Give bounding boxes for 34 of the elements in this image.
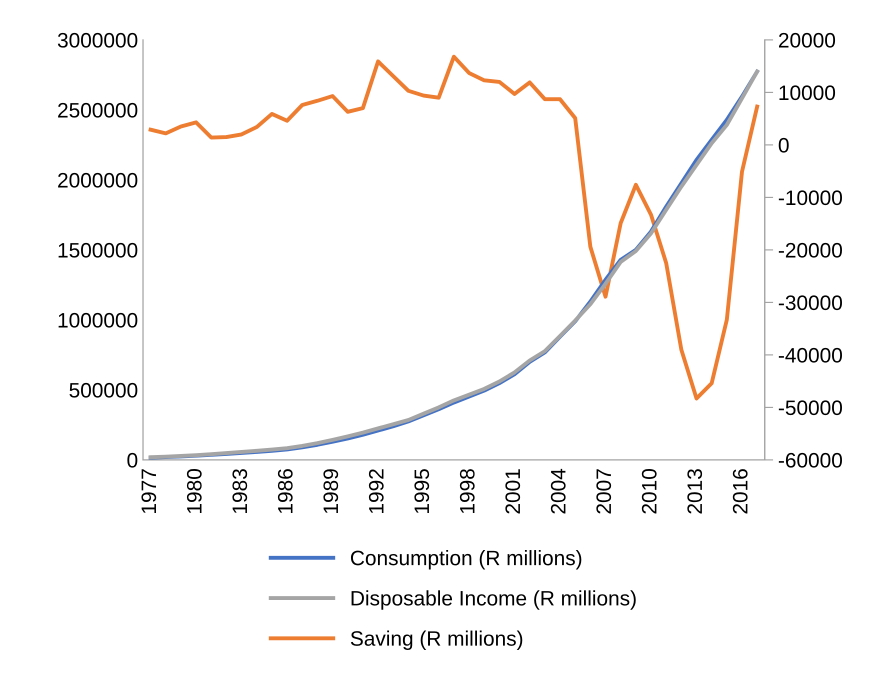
y2-tick-label: 0: [778, 138, 789, 153]
y2-tick-label: 20000: [778, 32, 836, 48]
x-tick-label: 2016: [732, 469, 748, 514]
x-tick-label: 1983: [232, 469, 248, 513]
y2-tick-label: -20000: [778, 242, 842, 258]
y-tick-label: 1000000: [58, 312, 138, 328]
x-tick-label: 2007: [596, 469, 612, 514]
x-tick-label: 1986: [278, 469, 293, 513]
x-tick-label: 1995: [414, 469, 430, 513]
y-tick-label: 2500000: [58, 102, 138, 118]
y-tick-label: 1500000: [58, 242, 138, 258]
legend-label: Consumption (R millions): [350, 550, 582, 570]
y2-tick-label: -10000: [778, 190, 842, 206]
x-tick-label: 2013: [687, 469, 702, 514]
x-tick-label: 1980: [186, 469, 202, 513]
x-tick-label: 1998: [460, 469, 475, 513]
y-tick-label: 3000000: [58, 32, 138, 48]
x-tick-label: 1992: [368, 469, 384, 513]
y2-tick-label: -60000: [778, 452, 842, 468]
x-tick-label: 2001: [505, 469, 520, 514]
y2-tick-label: -30000: [778, 295, 842, 310]
x-tick-label: 1989: [323, 469, 338, 513]
y2-tick-label: -40000: [778, 348, 842, 363]
y-tick-label: 2000000: [58, 172, 138, 188]
y2-tick-label: 10000: [780, 85, 836, 100]
x-tick-label: 1977: [141, 469, 156, 513]
y-tick-label: 500000: [69, 382, 138, 398]
y-tick-label: 0: [127, 452, 138, 468]
legend-label: Disposable Income (R millions): [352, 590, 636, 610]
x-tick-label: 2010: [642, 469, 657, 514]
y2-tick-label: -50000: [778, 400, 842, 416]
legend-label: Saving (R millions): [350, 630, 522, 650]
line-series: [148, 54, 760, 400]
x-tick-label: 2004: [550, 468, 566, 514]
